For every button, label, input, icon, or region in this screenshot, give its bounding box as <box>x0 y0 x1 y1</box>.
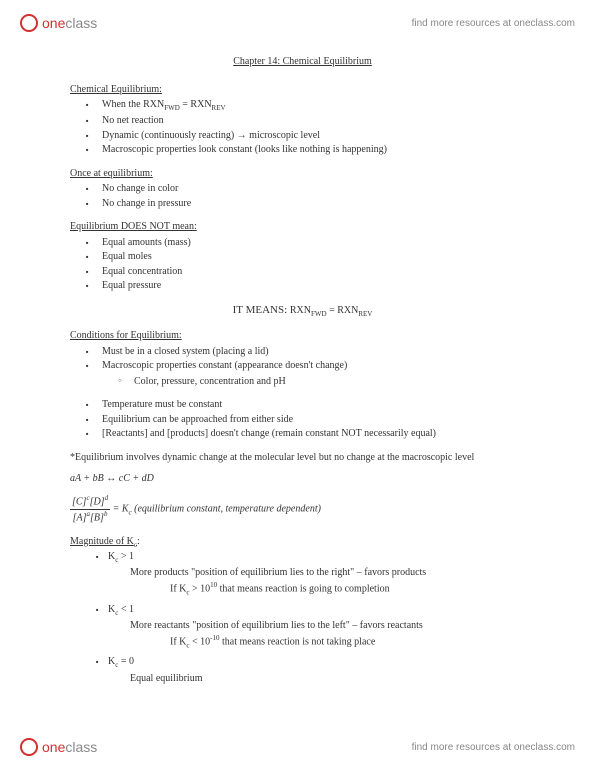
header-tagline: find more resources at oneclass.com <box>412 18 575 29</box>
kc-condition: If Kc > 1010 that means reaction is goin… <box>170 581 535 598</box>
numerator: [C]c[D]d <box>70 494 110 510</box>
kc-case: Kc > 1 <box>96 550 535 565</box>
list-item: Equal pressure <box>92 279 535 293</box>
reaction-equation: aA + bB ↔ cC + dD <box>70 472 535 486</box>
section-does-not-mean: Equilibrium DOES NOT mean: Equal amounts… <box>70 220 535 319</box>
section-chemical-equilibrium: Chemical Equilibrium: When the RXNFWD = … <box>70 83 535 157</box>
logo-text: oneclass <box>42 15 97 31</box>
denominator: [A]a[B]b <box>70 510 110 525</box>
section-head: Equilibrium DOES NOT mean: <box>70 221 197 232</box>
bullet-icon <box>96 550 108 564</box>
section-head: Chemical Equilibrium: <box>70 84 162 95</box>
kc-description: More products "position of equilibrium l… <box>130 566 535 580</box>
list-item: Must be in a closed system (placing a li… <box>92 345 535 359</box>
section-conditions: Conditions for Equilibrium: Must be in a… <box>70 329 535 441</box>
logo-text: oneclass <box>42 739 97 755</box>
list-item: Dynamic (continuously reacting) → micros… <box>92 129 535 143</box>
kc-case: Kc = 0 <box>96 655 535 670</box>
bullet-list: Equal amounts (mass) Equal moles Equal c… <box>70 236 535 293</box>
page-header: oneclass find more resources at oneclass… <box>0 8 595 38</box>
bullet-list: No change in color No change in pressure <box>70 182 535 210</box>
section-head: Magnitude of Kc <box>70 536 137 547</box>
kc-description: Equal equilibrium <box>130 672 535 686</box>
bullet-list: Must be in a closed system (placing a li… <box>70 345 535 441</box>
section-once-at-equilibrium: Once at equilibrium: No change in color … <box>70 167 535 211</box>
section-head: Conditions for Equilibrium: <box>70 330 182 341</box>
logo-circle-icon <box>20 738 38 756</box>
chapter-title: Chapter 14: Chemical Equilibrium <box>70 55 535 69</box>
section-head: Once at equilibrium: <box>70 168 153 179</box>
list-item: [Reactants] and [products] doesn't chang… <box>92 427 535 441</box>
list-item: No change in color <box>92 182 535 196</box>
list-item: Macroscopic properties look constant (lo… <box>92 143 535 157</box>
brand-logo: oneclass <box>20 14 97 32</box>
section-magnitude: Magnitude of Kc: Kc > 1 More products "p… <box>70 535 535 686</box>
logo-circle-icon <box>20 14 38 32</box>
brand-logo: oneclass <box>20 738 97 756</box>
logo-class: class <box>65 739 97 755</box>
kc-condition: If Kc < 10-10 that means reaction is not… <box>170 634 535 651</box>
document-content: Chapter 14: Chemical Equilibrium Chemica… <box>70 55 535 686</box>
list-item: Temperature must be constant <box>92 398 535 412</box>
fraction: [C]c[D]d [A]a[B]b <box>70 494 110 525</box>
logo-class: class <box>65 15 97 31</box>
list-item: Equal moles <box>92 250 535 264</box>
page-footer: oneclass find more resources at oneclass… <box>0 732 595 762</box>
bullet-list: When the RXNFWD = RXNREV No net reaction… <box>70 98 535 157</box>
list-item: Equal amounts (mass) <box>92 236 535 250</box>
equilibrium-note: *Equilibrium involves dynamic change at … <box>70 451 535 465</box>
logo-one: one <box>42 739 65 755</box>
bullet-icon <box>96 655 108 669</box>
logo-one: one <box>42 15 65 31</box>
kc-description: More reactants "position of equilibrium … <box>130 619 535 633</box>
it-means-line: IT MEANS: RXNFWD = RXNREV <box>70 303 535 319</box>
sub-list: Color, pressure, concentration and pH <box>102 375 535 389</box>
bullet-icon <box>96 603 108 617</box>
list-item: No net reaction <box>92 114 535 128</box>
list-item: Color, pressure, concentration and pH <box>124 375 535 389</box>
list-item: Equal concentration <box>92 265 535 279</box>
list-item: Equilibrium can be approached from eithe… <box>92 413 535 427</box>
footer-tagline: find more resources at oneclass.com <box>412 742 575 753</box>
kc-equation: [C]c[D]d [A]a[B]b = Kc (equilibrium cons… <box>70 494 535 525</box>
list-item: When the RXNFWD = RXNREV <box>92 98 535 113</box>
list-item: Macroscopic properties constant (appeara… <box>92 359 535 388</box>
list-item: No change in pressure <box>92 197 535 211</box>
kc-case: Kc < 1 <box>96 603 535 618</box>
